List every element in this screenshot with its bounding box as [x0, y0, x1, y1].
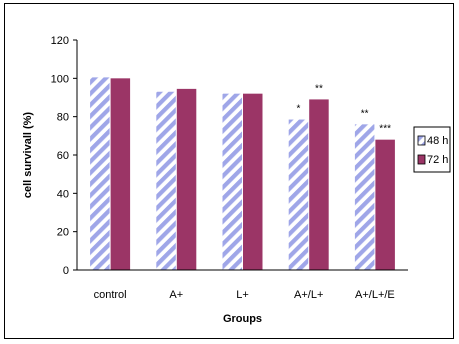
significance-label: ***: [379, 124, 391, 135]
x-tick-label: control: [94, 289, 127, 301]
y-tick-label: 40: [57, 188, 69, 200]
x-axis-title: Groups: [223, 313, 262, 325]
significance-label: *: [296, 104, 300, 115]
bar-72h-A+/L+/E: [375, 139, 395, 270]
legend-swatch-48h: [417, 135, 426, 146]
y-axis-title: cell survivall (%): [22, 112, 34, 199]
bar-72h-L+: [243, 93, 263, 271]
x-tick-label: A+: [169, 289, 183, 301]
bar-48h-A+: [156, 91, 176, 270]
bar-48h-L+: [222, 93, 242, 271]
bar-48h-A+/L+/E: [354, 124, 375, 270]
x-tick-label: A+/L+/E: [355, 289, 395, 301]
y-axis-ticks: 0 20 40 60 80 100 120: [51, 35, 77, 277]
legend-label-48h: 48 h: [427, 135, 448, 147]
bar-48h-A+/L+: [288, 119, 309, 271]
y-tick-label: 120: [51, 35, 69, 47]
y-tick-label: 80: [57, 112, 69, 124]
bar-48h-control: [90, 77, 110, 270]
legend-swatch-72h: [417, 154, 426, 165]
x-tick-label: A+/L+: [294, 289, 323, 301]
bar-72h-control: [110, 78, 131, 270]
x-tick-label: L+: [236, 289, 249, 301]
y-tick-label: 100: [51, 73, 69, 85]
legend-label-72h: 72 h: [427, 154, 448, 166]
legend-box: [413, 126, 451, 173]
significance-label: **: [315, 83, 323, 94]
x-axis-tick-labels: control A+ L+ A+/L+ A+/L+/E: [94, 289, 395, 301]
y-tick-label: 60: [57, 150, 69, 162]
bar-72h-A+: [176, 88, 197, 270]
y-tick-label: 20: [57, 227, 69, 239]
significance-label: **: [361, 108, 369, 119]
bar-72h-A+/L+: [309, 99, 329, 271]
bar-annotations: ********: [296, 83, 391, 134]
y-tick-label: 0: [63, 265, 69, 277]
legend: 48 h 72 h: [413, 126, 451, 173]
bars: [90, 77, 395, 271]
